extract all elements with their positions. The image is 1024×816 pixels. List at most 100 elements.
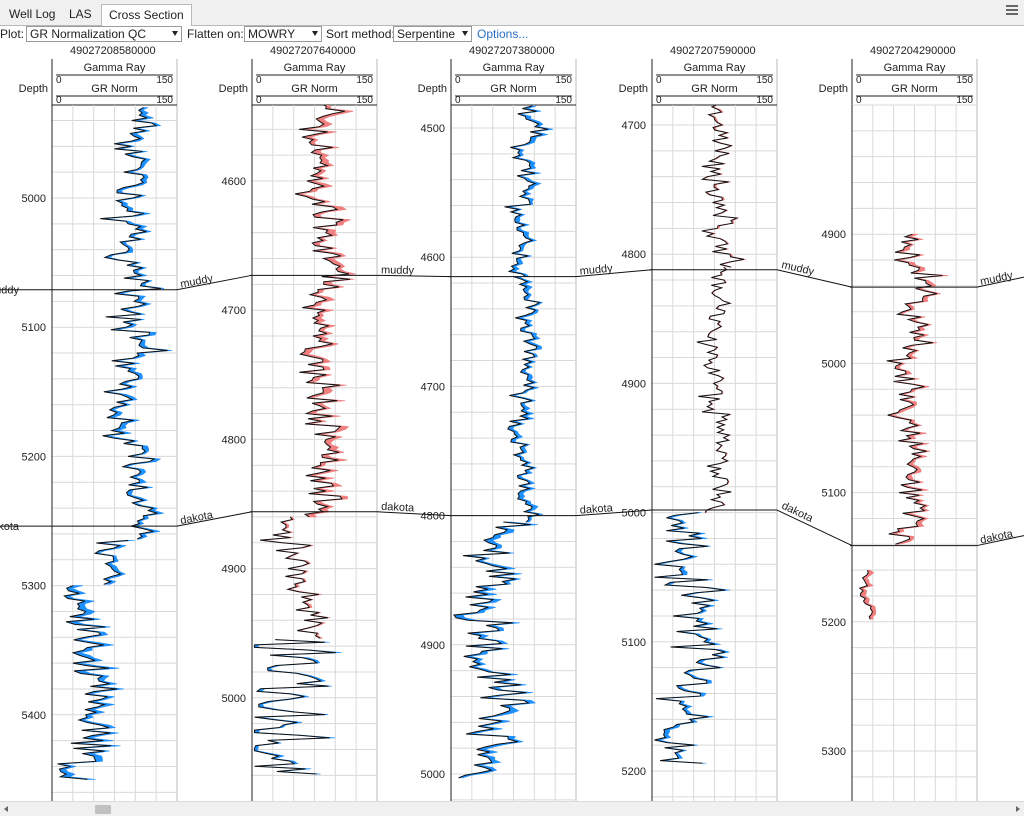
scale-min-label: 0 [256,75,262,86]
depth-tick-label: 5000 [822,358,846,370]
correlation-line [776,509,853,547]
scale-min-label: 0 [256,95,262,106]
gamma-ray-curve [504,105,549,277]
depth-column-label: Depth [619,83,648,95]
scale-min-label: 0 [455,95,461,106]
depth-tick-label: 5000 [622,508,646,520]
gr-curve-group [57,107,172,780]
formation-top-label: muddy [179,273,214,291]
gr-curve-group [654,105,747,764]
tab-cross-section[interactable]: Cross Section [101,4,192,27]
correlation-line [176,511,253,527]
correlation-line [976,535,1024,547]
well-track-2[interactable]: 49027207640000 Gamma Ray 0 150 GR Norm 0 150 De… [219,45,378,801]
well-track-4[interactable]: 49027207590000 Gamma Ray 0 150 GR Norm 0 150 De… [619,45,778,801]
depth-tick-label: 5000 [222,693,246,705]
depth-tick-label: 4800 [622,249,646,261]
formation-top-label: dakota [0,521,20,533]
cross-section-canvas: 49027208580000 Gamma Ray 0 150 GR Norm 0 150 De… [0,45,1024,801]
gamma-ray-curve [886,233,943,545]
well-track-1[interactable]: 49027208580000 Gamma Ray 0 150 GR Norm 0 150 De… [0,45,178,801]
depth-tick-label: 4900 [421,640,445,652]
scale-max-label: 150 [356,95,373,106]
sort-select[interactable]: Serpentine [393,26,472,42]
scale-max-label: 150 [756,95,773,106]
tab-well-log[interactable]: Well Log [9,7,56,21]
gamma-ray-curve [100,107,168,540]
correlation-line [776,269,853,288]
plot-select-value: GR Normalization QC [30,27,147,41]
well-uwi-label: 49027204290000 [870,45,956,57]
well-uwi-label: 49027207590000 [670,45,756,57]
depth-tick-label: 5300 [822,746,846,758]
scale-min-label: 0 [56,95,62,106]
plot-select[interactable]: GR Normalization QC [26,26,182,42]
well-uwi-label: 49027207640000 [270,45,356,57]
depth-tick-label: 5100 [622,637,646,649]
toolbar: Plot: GR Normalization QC Flatten on: MO… [0,26,1024,43]
flatten-label: Flatten on: [187,27,244,41]
gamma-ray-curve [260,516,329,639]
formation-top-label: dakota [579,502,614,516]
scroll-left-icon[interactable] [4,806,8,812]
correlation-line [575,269,653,278]
depth-tick-label: 4600 [222,176,246,188]
scale-min-label: 0 [455,75,461,86]
curve-gamma-ray-label: Gamma Ray [684,62,746,74]
formation-top-label: dakota [179,509,215,527]
well-uwi-label: 49027208580000 [70,45,156,57]
formation-top-label: muddy [780,259,815,278]
depth-tick-label: 4900 [222,564,246,576]
scrollbar-thumb[interactable] [95,805,111,814]
curve-gr-norm-label: GR Norm [291,83,337,95]
tab-las[interactable]: LAS [69,7,92,21]
horizontal-scrollbar[interactable] [0,801,1024,816]
depth-tick-label: 5400 [22,710,46,722]
formation-top-label: dakota [381,501,415,515]
gamma-ray-curve [253,639,336,775]
flatten-select[interactable]: MOWRY [244,26,322,42]
curve-gr-norm-label: GR Norm [891,83,937,95]
tab-bar: Well Log LAS Cross Section [0,0,1024,27]
hamburger-menu-icon[interactable] [1006,5,1018,17]
gr-curve-group [253,105,356,775]
gamma-ray-curve [858,569,873,620]
cross-section-panel[interactable]: 49027208580000 Gamma Ray 0 150 GR Norm 0 150 De… [0,43,1024,801]
scale-min-label: 0 [856,95,862,106]
gr-fill-area [504,105,554,277]
formation-top-label: muddy [381,264,415,277]
depth-tick-label: 4500 [421,123,445,135]
well-track-5[interactable]: 49027204290000 Gamma Ray 0 150 GR Norm 0 150 De… [819,45,978,801]
curve-gr-norm-label: GR Norm [691,83,737,95]
scale-min-label: 0 [656,75,662,86]
scale-max-label: 150 [555,95,572,106]
sort-label: Sort method: [326,27,395,41]
correlation-lines: muddy muddy muddy muddy muddy dakota dakota dak… [0,259,1024,547]
curve-gamma-ray-label: Gamma Ray [884,62,946,74]
well-track-3[interactable]: 49027207380000 Gamma Ray 0 150 GR Norm 0 150 De… [418,45,577,801]
formation-top-label: muddy [579,263,613,278]
curve-gamma-ray-label: Gamma Ray [84,62,146,74]
scale-max-label: 150 [756,75,773,86]
gr-curve-group [452,105,554,779]
formation-top-label: dakota [979,528,1015,547]
gamma-ray-curve [93,539,129,585]
options-link[interactable]: Options... [477,27,529,41]
correlation-line [376,511,452,517]
depth-tick-label: 4700 [222,305,246,317]
depth-tick-label: 4700 [421,381,445,393]
curve-gamma-ray-label: Gamma Ray [483,62,545,74]
scale-max-label: 150 [156,95,173,106]
depth-tick-label: 4700 [622,120,646,132]
depth-tick-label: 4600 [421,252,445,264]
correlation-line [376,274,452,278]
well-uwi-label: 49027207380000 [469,45,555,57]
gamma-ray-curve [507,276,541,523]
scale-max-label: 150 [956,95,973,106]
curve-gr-norm-label: GR Norm [490,83,536,95]
gr-fill-area [94,540,136,585]
chevron-down-icon [462,31,468,36]
chevron-down-icon [172,31,178,36]
correlation-line [976,276,1024,288]
scroll-right-icon[interactable] [1016,806,1020,812]
